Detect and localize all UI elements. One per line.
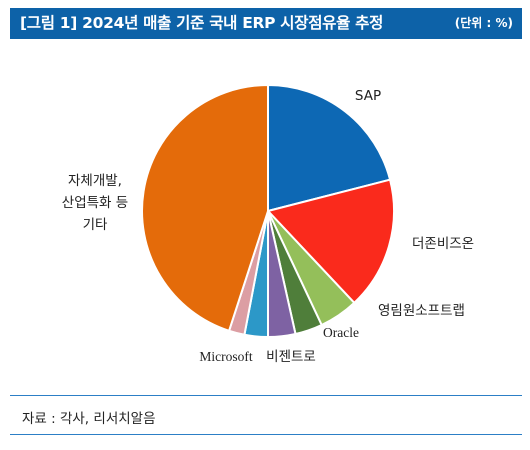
slice-label-4: Oracle — [323, 325, 359, 340]
slice-label-2: 더존비즈온 — [412, 236, 474, 252]
source-note: 자료 : 각사, 리서치알음 — [22, 411, 156, 427]
pie-slice-1 — [267, 83, 392, 213]
unit-label: (단위 : %) — [454, 16, 513, 30]
slice-label-3: 영림원소프트랩 — [378, 303, 465, 319]
divider-bottom — [10, 434, 522, 435]
slice-label-5: 비젠트로 — [266, 349, 316, 365]
pie-slice-2 — [266, 178, 395, 305]
divider-top — [10, 395, 522, 396]
slice-label-8: 자체개발, 산업특화 등 기타 — [62, 173, 128, 233]
slice-label-7: Microsoft — [199, 349, 252, 364]
slice-label-1: SAP — [355, 88, 381, 104]
figure-title: [그림 1] 2024년 매출 기준 국내 ERP 시장점유율 추정 — [20, 14, 384, 32]
figure-title-bar: [그림 1] 2024년 매출 기준 국내 ERP 시장점유율 추정 (단위 :… — [10, 8, 522, 39]
pie-slice-8 — [141, 83, 269, 333]
